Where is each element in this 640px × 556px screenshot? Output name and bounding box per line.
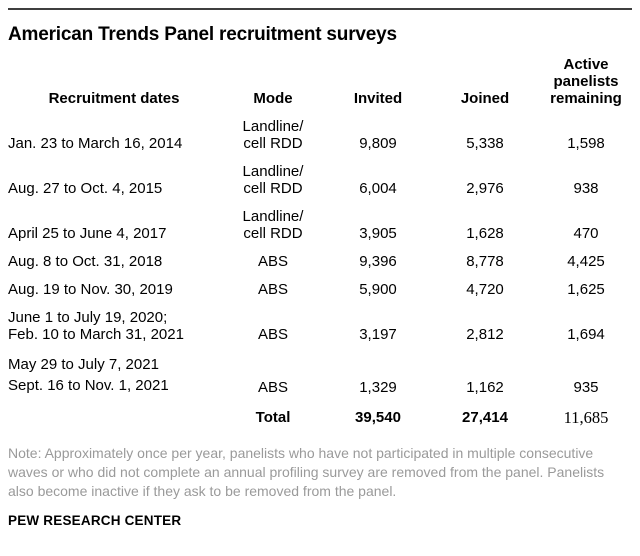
- mode-cell: ABS: [257, 326, 288, 343]
- active-cell: 1,625: [567, 281, 605, 298]
- total-invited-value: 39,540: [355, 409, 401, 426]
- col-header-mode: Mode: [253, 90, 293, 107]
- table-row: Jan. 23 to March 16, 2014 Landline/ cell…: [8, 113, 632, 158]
- total-empty-cell: [8, 402, 220, 432]
- total-row: Total 39,540 27,414 11,685: [8, 402, 632, 432]
- mode-cell: ABS: [257, 379, 288, 396]
- mode-cell: ABS: [257, 253, 288, 270]
- invited-cell: 1,329: [359, 379, 397, 396]
- recruitment-dates-cell: Aug. 19 to Nov. 30, 2019: [8, 281, 173, 298]
- header-row: Recruitment dates Mode Invited Joined Ac…: [8, 48, 632, 113]
- mode-cell: Landline/ cell RDD: [242, 163, 304, 197]
- report-figure: American Trends Panel recruitment survey…: [0, 8, 640, 556]
- recruitment-table: Recruitment dates Mode Invited Joined Ac…: [8, 48, 632, 432]
- page-title: American Trends Panel recruitment survey…: [8, 24, 397, 45]
- active-cell: 938: [573, 180, 599, 197]
- total-label: Total: [255, 409, 291, 426]
- mode-cell: ABS: [257, 281, 288, 298]
- joined-cell: 4,720: [466, 281, 504, 298]
- total-joined-value: 27,414: [462, 409, 508, 426]
- joined-cell: 5,338: [466, 135, 504, 152]
- recruitment-dates-cell: June 1 to July 19, 2020; Feb. 10 to Marc…: [8, 309, 184, 343]
- joined-cell: 2,976: [466, 180, 504, 197]
- top-divider: [8, 8, 632, 10]
- invited-cell: 3,197: [359, 326, 397, 343]
- mode-cell: Landline/ cell RDD: [242, 118, 304, 152]
- invited-cell: 9,396: [359, 253, 397, 270]
- table-row: May 29 to July 7, 2021 Sept. 16 to Nov. …: [8, 349, 632, 402]
- table-row: Aug. 8 to Oct. 31, 2018 ABS 9,396 8,778 …: [8, 248, 632, 276]
- recruitment-dates-cell: April 25 to June 4, 2017: [8, 225, 167, 242]
- invited-cell: 9,809: [359, 135, 397, 152]
- footnote: Note: Approximately once per year, panel…: [8, 445, 605, 499]
- joined-cell: 1,628: [466, 225, 504, 242]
- invited-cell: 6,004: [359, 180, 397, 197]
- table-row: April 25 to June 4, 2017 Landline/ cell …: [8, 203, 632, 248]
- active-cell: 470: [573, 225, 599, 242]
- col-header-active-panelists-remaining: Active panelists remaining: [550, 56, 622, 107]
- recruitment-dates-cell: Aug. 27 to Oct. 4, 2015: [8, 180, 163, 197]
- joined-cell: 2,812: [466, 326, 504, 343]
- col-header-invited: Invited: [353, 90, 403, 107]
- recruitment-dates-cell: May 29 to July 7, 2021 Sept. 16 to Nov. …: [8, 356, 169, 394]
- invited-cell: 5,900: [359, 281, 397, 298]
- joined-cell: 8,778: [466, 253, 504, 270]
- source-label: PEW RESEARCH CENTER: [8, 513, 182, 528]
- recruitment-dates-cell: Jan. 23 to March 16, 2014: [8, 135, 183, 152]
- table-row: Aug. 19 to Nov. 30, 2019 ABS 5,900 4,720…: [8, 276, 632, 304]
- col-header-joined: Joined: [460, 90, 510, 107]
- active-cell: 1,598: [567, 135, 605, 152]
- active-cell: 935: [573, 379, 599, 396]
- total-active-value: 11,685: [563, 408, 609, 427]
- joined-cell: 1,162: [466, 379, 504, 396]
- invited-cell: 3,905: [359, 225, 397, 242]
- col-header-recruitment-dates: Recruitment dates: [48, 90, 180, 107]
- active-cell: 4,425: [567, 253, 605, 270]
- active-cell: 1,694: [567, 326, 605, 343]
- mode-cell: Landline/ cell RDD: [242, 208, 304, 242]
- table-row: June 1 to July 19, 2020; Feb. 10 to Marc…: [8, 304, 632, 349]
- recruitment-dates-cell: Aug. 8 to Oct. 31, 2018: [8, 253, 163, 270]
- table-row: Aug. 27 to Oct. 4, 2015 Landline/ cell R…: [8, 158, 632, 203]
